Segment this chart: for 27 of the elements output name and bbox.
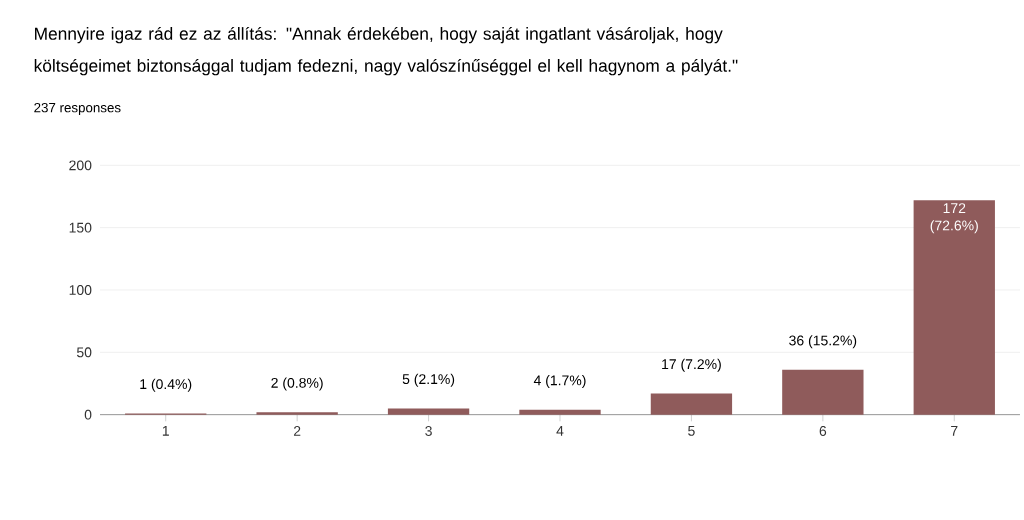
bar	[782, 369, 864, 415]
bar	[387, 408, 470, 415]
y-tick-label: 50	[76, 347, 92, 358]
y-tick-label: 150	[69, 222, 92, 233]
bar	[913, 200, 995, 415]
chart-title: Mennyire igaz rád ez az állítás: "Annak érdekében, hogy saját ingatlant vásároljak, hogy költségeimet biztonsággal tudjam fedezni, nagy valószínűséggel el kell hagynom a pályát."	[34, 26, 738, 76]
x-tick-label: 6	[819, 426, 827, 436]
x-tick-label: 4	[556, 426, 564, 436]
chart-subtitle: 237 responses	[34, 102, 121, 115]
x-tick-label: 2	[293, 426, 301, 436]
y-tick-label: 100	[69, 285, 92, 295]
x-tick-label: 7	[951, 426, 958, 436]
x-tick-label: 5	[688, 426, 695, 436]
data-label: 1 (0.4%)	[140, 378, 192, 392]
bar	[519, 409, 601, 415]
x-tick-label: 1	[162, 426, 169, 436]
x-tick-label: 3	[425, 426, 432, 436]
data-label: 4 (1.7%)	[533, 375, 586, 389]
bar	[650, 393, 733, 415]
data-label: 172 (72.6%)	[930, 203, 978, 234]
data-label: 17 (7.2%)	[662, 358, 721, 372]
y-tick-label: 200	[69, 160, 92, 171]
y-tick-label: 0	[84, 409, 92, 420]
data-label: 5 (2.1%)	[402, 373, 455, 387]
data-label: 2 (0.8%)	[271, 377, 323, 391]
data-label: 36 (15.2%)	[789, 335, 857, 349]
bar	[256, 412, 338, 415]
